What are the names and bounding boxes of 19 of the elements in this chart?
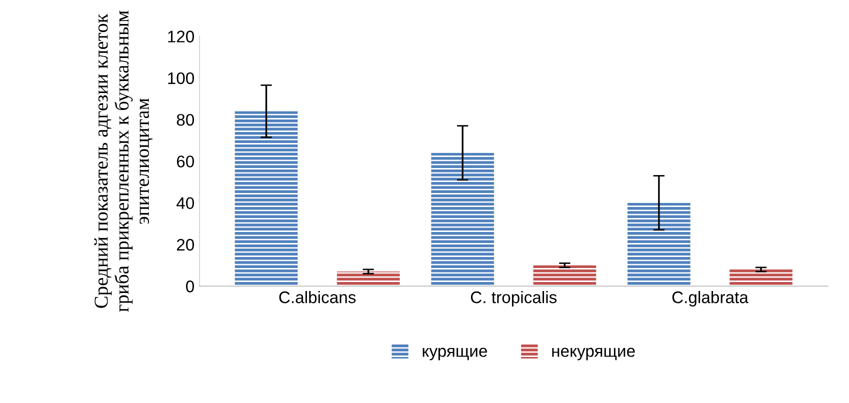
bar (431, 152, 494, 286)
y-tick-label: 0 (186, 280, 194, 292)
bar (336, 272, 400, 286)
y-tick-label: 40 (176, 197, 194, 210)
y-tick-label: 80 (176, 114, 194, 126)
x-tick-label: C. tropicalis (470, 290, 557, 307)
bar (533, 265, 596, 286)
y-tick-label: 100 (168, 72, 194, 84)
legend-label: некурящие (552, 348, 635, 360)
bar (234, 111, 298, 286)
y-axis-title: Средний показатель адгезии клеток гриба прикрепленных к буккальным эпителиоцитам (94, 10, 153, 312)
x-tick-label: C.glabrata (672, 290, 748, 307)
bar (730, 269, 792, 286)
legend-label: курящие (422, 348, 487, 360)
bar (628, 202, 690, 286)
y-tick-label: 120 (168, 30, 194, 42)
y-tick-label: 20 (176, 238, 194, 251)
x-tick-label: C.albicans (279, 290, 356, 304)
y-tick-label: 60 (176, 156, 194, 168)
